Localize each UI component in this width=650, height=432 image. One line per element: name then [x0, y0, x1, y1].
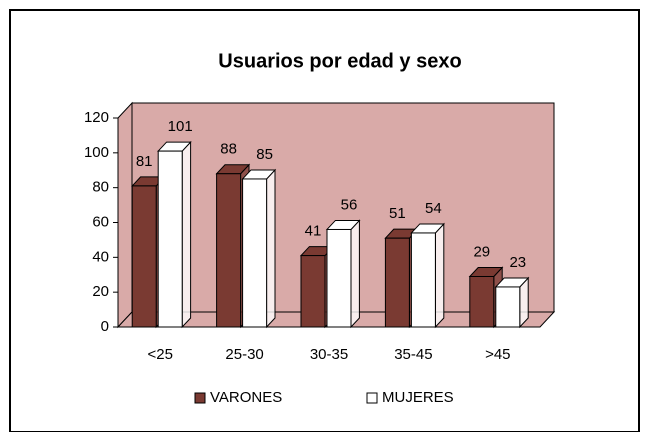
legend-label: VARONES: [210, 389, 282, 406]
y-tick-label: 100: [84, 144, 109, 161]
y-tick-label: 40: [92, 248, 109, 265]
data-label: 51: [389, 205, 406, 222]
bar: [410, 232, 436, 328]
y-tick-label: 80: [92, 179, 109, 196]
data-label: 85: [256, 146, 273, 163]
bar-side: [434, 222, 445, 329]
bar: [157, 150, 183, 328]
x-tick-label: >45: [485, 346, 510, 363]
x-tick-label: 35-45: [394, 346, 432, 363]
x-tick-label: 30-35: [310, 346, 348, 363]
side-wall: [117, 101, 133, 329]
y-tick-label: 0: [101, 318, 109, 335]
bar: [384, 237, 410, 328]
bar: [131, 185, 157, 328]
y-tick-label: 20: [92, 283, 109, 300]
y-tick-label: 120: [84, 109, 109, 126]
data-label: 54: [425, 200, 442, 217]
legend-swatch: [194, 392, 206, 404]
bar: [495, 286, 521, 328]
bar: [326, 228, 352, 328]
data-label: 23: [509, 254, 526, 271]
bar: [469, 275, 495, 328]
data-label: 29: [473, 243, 490, 260]
bar-side: [266, 168, 276, 329]
bar-side: [181, 140, 192, 329]
bar: [242, 178, 268, 328]
bar: [216, 173, 242, 328]
chart-title: Usuarios por edad y sexo: [218, 50, 461, 72]
x-tick-label: <25: [147, 346, 172, 363]
data-label: 56: [341, 196, 358, 213]
y-tick-label: 60: [92, 213, 109, 230]
bar-side: [350, 219, 360, 329]
data-label: 81: [136, 153, 153, 170]
bar: [300, 255, 326, 328]
x-tick-label: 25-30: [225, 346, 263, 363]
data-label: 41: [305, 223, 322, 240]
legend-swatch: [366, 392, 378, 404]
data-label: 88: [220, 141, 237, 158]
data-label: 101: [168, 118, 193, 135]
legend-label: MUJERES: [382, 389, 454, 406]
